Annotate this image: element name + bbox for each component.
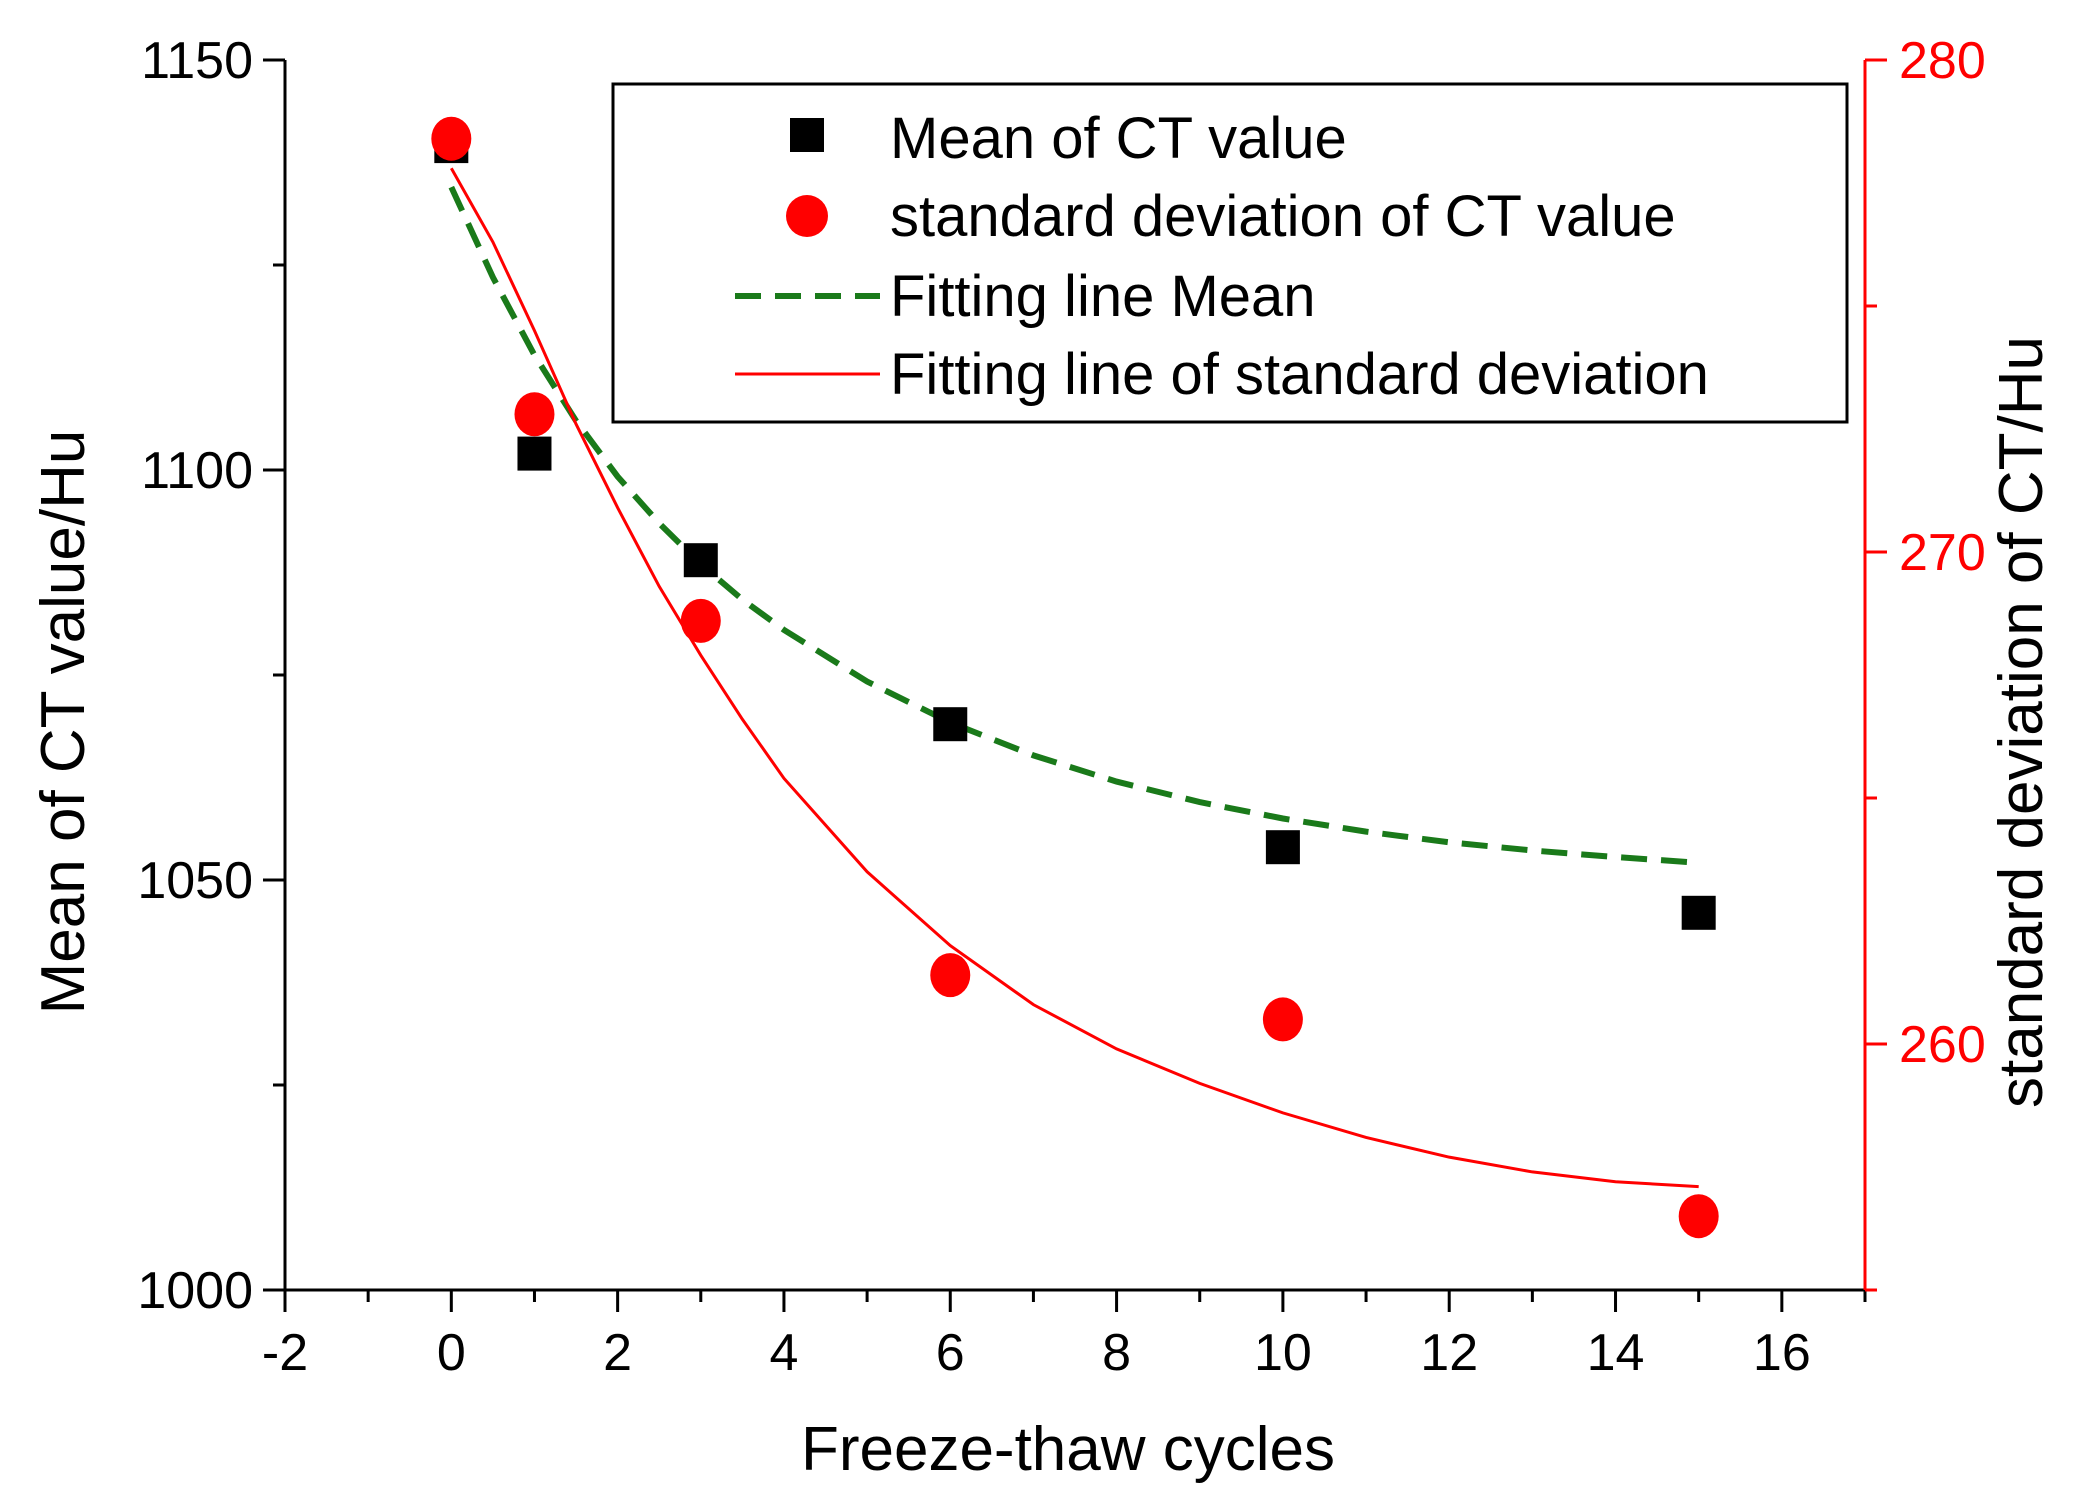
x-tick-label: -2 <box>262 1324 308 1382</box>
y-axis-right-title: standard deviation of CT/Hu <box>1987 336 2056 1108</box>
x-tick-label: 8 <box>1102 1324 1131 1382</box>
std-point <box>431 116 472 161</box>
mean-point <box>1265 830 1300 865</box>
x-axis-title: Freeze-thaw cycles <box>801 1415 1335 1484</box>
y-left-tick-label: 1000 <box>137 1262 253 1320</box>
x-tick-label: 14 <box>1587 1324 1645 1382</box>
y-axis-left-title: Mean of CT value/Hu <box>29 430 98 1015</box>
mean-point <box>517 436 552 471</box>
markers <box>431 116 1719 1239</box>
legend-label-mean-fit: Fitting line Mean <box>890 264 1316 329</box>
x-axis: -2 0 2 4 6 8 10 12 14 16 <box>262 1290 1867 1382</box>
x-tick-label: 12 <box>1420 1324 1478 1382</box>
y-axis-left: 1000 1050 1100 1150 <box>137 32 285 1320</box>
legend-label-std-fit: Fitting line of standard deviation <box>890 342 1709 407</box>
y-right-tick-label: 260 <box>1899 1016 1986 1074</box>
y-left-tick-label: 1150 <box>141 32 253 90</box>
std-fit-line <box>450 167 1699 1189</box>
legend-label-mean: Mean of CT value <box>890 106 1347 171</box>
x-tick-label: 0 <box>437 1324 466 1382</box>
x-tick-label: 10 <box>1254 1324 1312 1382</box>
x-tick-label: 4 <box>769 1324 798 1382</box>
legend-marker-std <box>786 195 828 237</box>
y-left-tick-label: 1100 <box>141 442 253 500</box>
std-point <box>1678 1194 1719 1239</box>
std-point <box>930 953 971 998</box>
mean-point <box>1681 895 1716 930</box>
x-tick-label: 16 <box>1753 1324 1811 1382</box>
legend-marker-mean <box>790 118 824 152</box>
std-point <box>1262 997 1303 1042</box>
std-point <box>680 598 721 643</box>
mean-fit-line <box>448 185 1699 866</box>
x-tick-label: 6 <box>936 1324 965 1382</box>
legend: Mean of CT value standard deviation of C… <box>611 82 1849 424</box>
mean-point <box>683 543 718 578</box>
y-axis-right: 260 270 280 <box>1865 32 1986 1292</box>
x-tick-label: 2 <box>603 1324 632 1382</box>
fit-lines <box>448 167 1699 1189</box>
mean-point <box>933 707 968 742</box>
std-point <box>514 392 555 437</box>
y-right-tick-label: 280 <box>1899 32 1986 90</box>
y-left-tick-label: 1050 <box>137 852 253 910</box>
legend-label-std: standard deviation of CT value <box>890 184 1676 249</box>
y-right-tick-label: 270 <box>1899 524 1986 582</box>
